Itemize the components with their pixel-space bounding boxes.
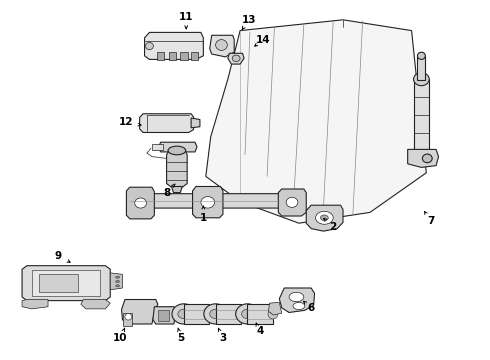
Text: 6: 6 <box>308 303 315 313</box>
Ellipse shape <box>146 42 153 50</box>
Ellipse shape <box>210 309 221 319</box>
Polygon shape <box>417 56 425 80</box>
Polygon shape <box>158 142 197 152</box>
Text: 5: 5 <box>178 333 185 343</box>
Bar <box>191 52 198 60</box>
Polygon shape <box>153 307 175 324</box>
Ellipse shape <box>242 309 253 319</box>
Ellipse shape <box>116 276 120 278</box>
Polygon shape <box>306 205 343 231</box>
Ellipse shape <box>204 309 214 319</box>
Ellipse shape <box>178 309 190 319</box>
Ellipse shape <box>414 73 429 86</box>
Ellipse shape <box>232 55 240 62</box>
Ellipse shape <box>216 40 227 50</box>
Text: 12: 12 <box>119 117 134 127</box>
Polygon shape <box>191 118 200 128</box>
Ellipse shape <box>125 314 132 320</box>
Ellipse shape <box>286 197 298 207</box>
Polygon shape <box>123 313 132 326</box>
Polygon shape <box>228 53 244 64</box>
Polygon shape <box>122 300 158 324</box>
Bar <box>169 52 176 60</box>
Text: 10: 10 <box>113 333 127 343</box>
Text: 14: 14 <box>256 35 271 45</box>
Bar <box>157 52 164 60</box>
Ellipse shape <box>289 292 304 302</box>
Ellipse shape <box>316 211 333 224</box>
Ellipse shape <box>204 304 227 324</box>
Text: 11: 11 <box>179 12 194 22</box>
Polygon shape <box>145 32 203 59</box>
Polygon shape <box>279 288 315 312</box>
Ellipse shape <box>293 302 305 310</box>
Text: 4: 4 <box>256 326 264 336</box>
Polygon shape <box>39 274 78 292</box>
Polygon shape <box>81 300 110 309</box>
Text: 8: 8 <box>163 188 170 198</box>
Polygon shape <box>126 187 154 219</box>
Ellipse shape <box>236 309 246 319</box>
Polygon shape <box>278 189 306 216</box>
Text: 9: 9 <box>54 251 61 261</box>
Bar <box>158 310 169 321</box>
Bar <box>32 270 100 296</box>
Ellipse shape <box>236 304 259 324</box>
Polygon shape <box>206 20 426 223</box>
Polygon shape <box>184 304 209 324</box>
Polygon shape <box>269 302 282 315</box>
Text: 2: 2 <box>330 222 337 232</box>
Ellipse shape <box>172 304 196 324</box>
Polygon shape <box>247 304 273 324</box>
Polygon shape <box>167 150 187 187</box>
Polygon shape <box>193 186 223 218</box>
Polygon shape <box>152 144 163 150</box>
Polygon shape <box>216 304 241 324</box>
Polygon shape <box>140 194 292 208</box>
Polygon shape <box>414 79 429 151</box>
Text: 13: 13 <box>242 15 256 25</box>
Polygon shape <box>408 149 439 167</box>
Ellipse shape <box>116 285 120 287</box>
Ellipse shape <box>116 280 120 283</box>
Text: 3: 3 <box>220 333 226 343</box>
Polygon shape <box>110 273 122 290</box>
Polygon shape <box>140 114 194 132</box>
Ellipse shape <box>135 198 147 208</box>
Ellipse shape <box>422 154 432 163</box>
Polygon shape <box>172 186 182 193</box>
Ellipse shape <box>417 52 425 59</box>
Ellipse shape <box>168 146 186 155</box>
Ellipse shape <box>268 309 278 319</box>
Polygon shape <box>22 266 110 301</box>
Bar <box>180 52 188 60</box>
Ellipse shape <box>201 197 215 208</box>
Text: 7: 7 <box>427 216 435 226</box>
Text: 1: 1 <box>200 213 207 223</box>
Ellipse shape <box>320 215 328 221</box>
Polygon shape <box>210 35 234 57</box>
Polygon shape <box>22 300 48 309</box>
